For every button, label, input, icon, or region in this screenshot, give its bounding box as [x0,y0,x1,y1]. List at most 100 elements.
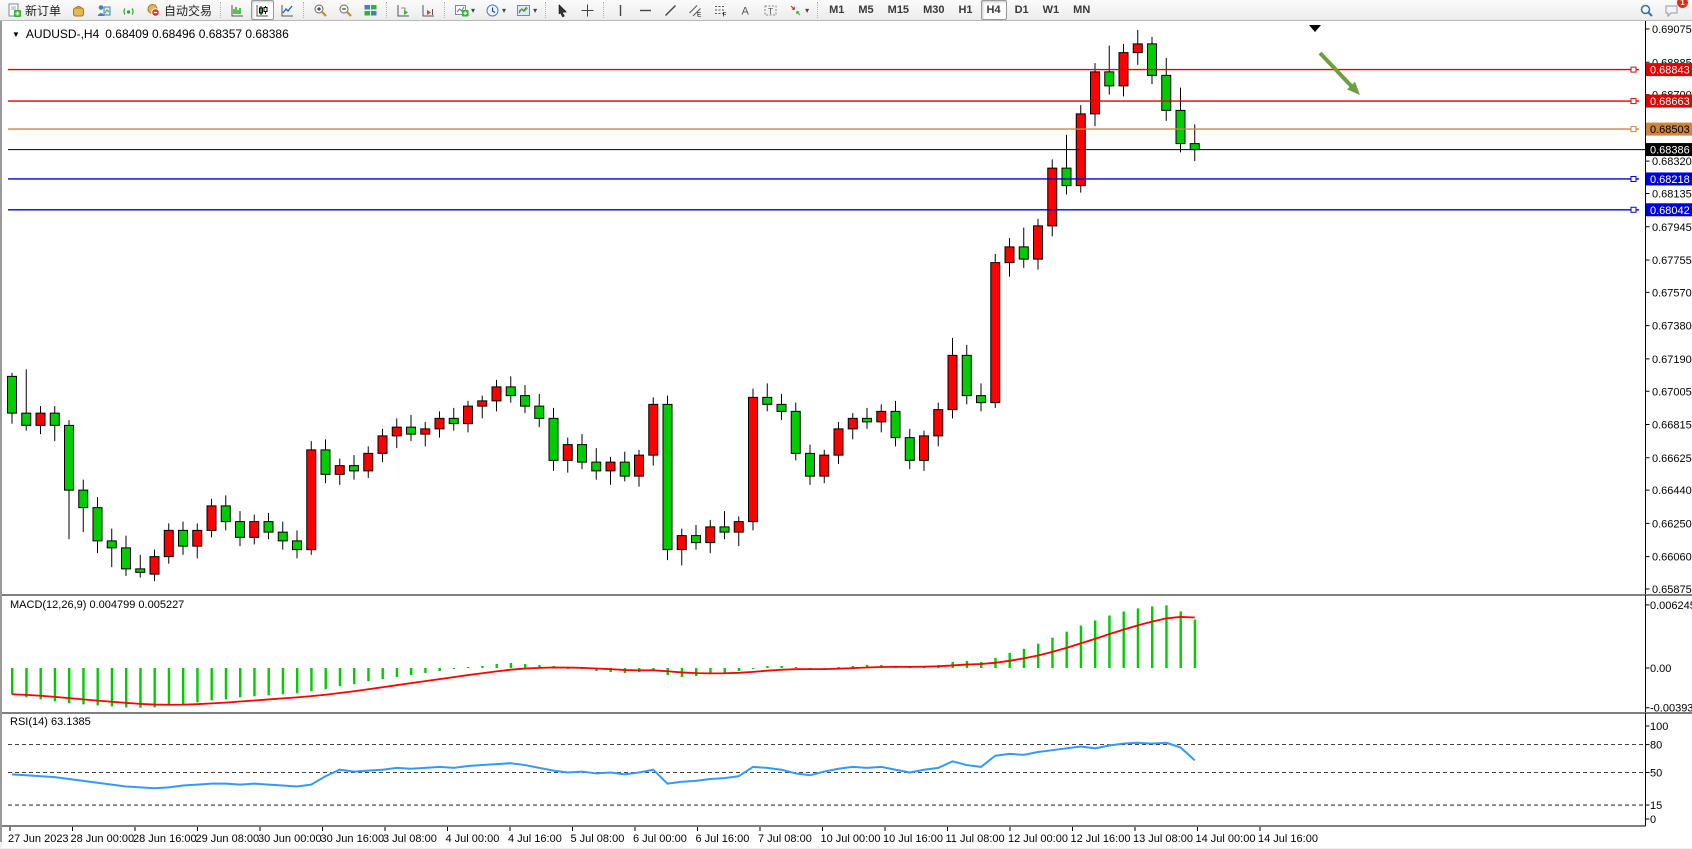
market-watch-button[interactable] [67,0,90,20]
periods-icon [485,3,500,18]
tile-windows-icon [363,3,378,18]
timeframe-w1-button[interactable]: W1 [1037,0,1066,20]
time-axis-label: 7 Jul 08:00 [758,833,812,845]
tile-windows-button[interactable] [359,0,382,20]
line-chart-button[interactable] [276,0,299,20]
svg-text:0.00: 0.00 [1650,663,1671,675]
indicators-button[interactable]: ▾ [450,0,479,20]
horizontal-lines-layer[interactable]: 0.68843 0.68663 0.68503 0.68218 0.68042 [8,63,1692,217]
text-button[interactable]: A [734,0,757,20]
label-button[interactable]: T [759,0,782,20]
chevron-down-icon[interactable]: ▾ [471,5,476,15]
chevron-down-icon[interactable]: ▾ [805,5,810,15]
svg-text:E: E [697,11,702,18]
notification-badge: 1 [1677,0,1688,8]
chart-shift-button[interactable] [417,0,440,20]
timeframe-m5-button[interactable]: M5 [852,0,879,20]
toolbar-separator [303,2,305,18]
signal-button[interactable] [117,0,140,20]
candlestick-button[interactable] [251,0,275,20]
crosshair-button[interactable] [576,0,599,20]
zoom-in-icon [313,3,328,18]
indicators-icon [454,3,469,18]
bar-chart-button[interactable] [226,0,249,20]
macd-signal-line [11,616,1195,706]
zoom-in-button[interactable] [309,0,332,20]
button-label: 新订单 [25,3,62,18]
svg-text:0.67190: 0.67190 [1652,354,1692,366]
cursor-button[interactable] [551,0,574,20]
button-label: D1 [1014,4,1029,16]
time-axis-label: 12 Jul 00:00 [1008,833,1068,845]
zoom-out-button[interactable] [334,0,357,20]
button-label: MN [1073,4,1091,16]
crosshair-icon [580,3,595,18]
svg-text:0.67005: 0.67005 [1652,386,1692,398]
macd-panel-canvas[interactable]: 0.006245 0.00 -0.003932 [2,595,1692,713]
trendline-button[interactable] [659,0,682,20]
svg-text:0.69075: 0.69075 [1652,24,1692,36]
chevron-down-icon[interactable]: ▾ [533,5,538,15]
svg-text:0.66815: 0.66815 [1652,420,1692,432]
timeframe-m30-button[interactable]: M30 [917,0,950,20]
horizontal-line-button[interactable] [634,0,657,20]
chart-shift-marker-icon[interactable] [1309,25,1321,32]
template-button[interactable]: ▾ [512,0,541,20]
svg-text:0.67570: 0.67570 [1652,287,1692,299]
fibonacci-button[interactable]: F [709,0,732,20]
timeframe-d1-button[interactable]: D1 [1009,0,1035,20]
main-chart-canvas[interactable]: 0.690750.688850.687000.685100.683200.681… [2,21,1692,595]
new-order-button[interactable]: 新订单 [3,0,65,20]
channel-button[interactable]: E [684,0,707,20]
svg-text:F: F [723,11,727,18]
svg-text:50: 50 [1650,768,1662,780]
svg-text:80: 80 [1650,740,1662,752]
time-axis-label: 6 Jul 00:00 [633,833,687,845]
chat-button[interactable]: 1 [1660,0,1688,20]
candlestick-icon [255,3,270,18]
market-watch-icon [71,3,86,18]
button-label: M1 [829,4,845,16]
timeframe-mn-button[interactable]: MN [1067,0,1096,20]
button-label: M30 [923,4,945,16]
arrows-button[interactable]: ▾ [784,0,813,20]
svg-text:A: A [742,5,750,17]
one-click-trading-toggle-icon[interactable]: ▼ [12,29,20,39]
chevron-down-icon[interactable]: ▾ [502,5,507,15]
template-icon [516,3,531,18]
vertical-line-button[interactable] [609,0,632,20]
data-window-button[interactable] [92,0,115,20]
chart-title: ▼ AUDUSD-,H4 0.68409 0.68496 0.68357 0.6… [12,27,289,41]
macd-indicator-label: MACD(12,26,9) 0.004799 0.005227 [10,599,185,611]
timeframe-m15-button[interactable]: M15 [882,0,915,20]
search-icon [1639,3,1654,18]
vertical-line-icon [613,3,628,18]
button-label: W1 [1042,4,1060,16]
data-window-icon [96,3,111,18]
autotrade-button[interactable]: 自动交易 [142,0,216,20]
time-axis-label: 4 Jul 16:00 [508,833,562,845]
rsi-panel-canvas[interactable]: 100 80 50 15 0 [2,713,1692,827]
search-button[interactable] [1635,0,1658,20]
svg-text:0.66060: 0.66060 [1652,552,1692,564]
signal-icon [121,3,136,18]
timeframe-h1-button[interactable]: H1 [952,0,978,20]
time-axis-label: 14 Jul 16:00 [1258,833,1318,845]
svg-text:0.006245: 0.006245 [1650,600,1692,612]
time-axis-label: 30 Jun 00:00 [258,833,322,845]
timeframe-m1-button[interactable]: M1 [823,0,850,20]
zoom-out-icon [338,3,353,18]
svg-text:0.67755: 0.67755 [1652,255,1692,267]
button-label: M5 [858,4,874,16]
auto-scroll-button[interactable] [392,0,415,20]
bar-chart-icon [230,3,245,18]
svg-text:0.68503: 0.68503 [1650,124,1690,136]
button-label: 自动交易 [164,3,213,18]
svg-text:0.68135: 0.68135 [1652,189,1692,201]
time-axis-label: 12 Jul 16:00 [1071,833,1131,845]
trend-arrow-annotation[interactable] [1318,51,1360,95]
timeframe-h4-button[interactable]: H4 [980,0,1007,20]
periods-button[interactable]: ▾ [481,0,510,20]
time-axis-label: 6 Jul 16:00 [696,833,750,845]
time-axis-label: 4 Jul 00:00 [446,833,500,845]
